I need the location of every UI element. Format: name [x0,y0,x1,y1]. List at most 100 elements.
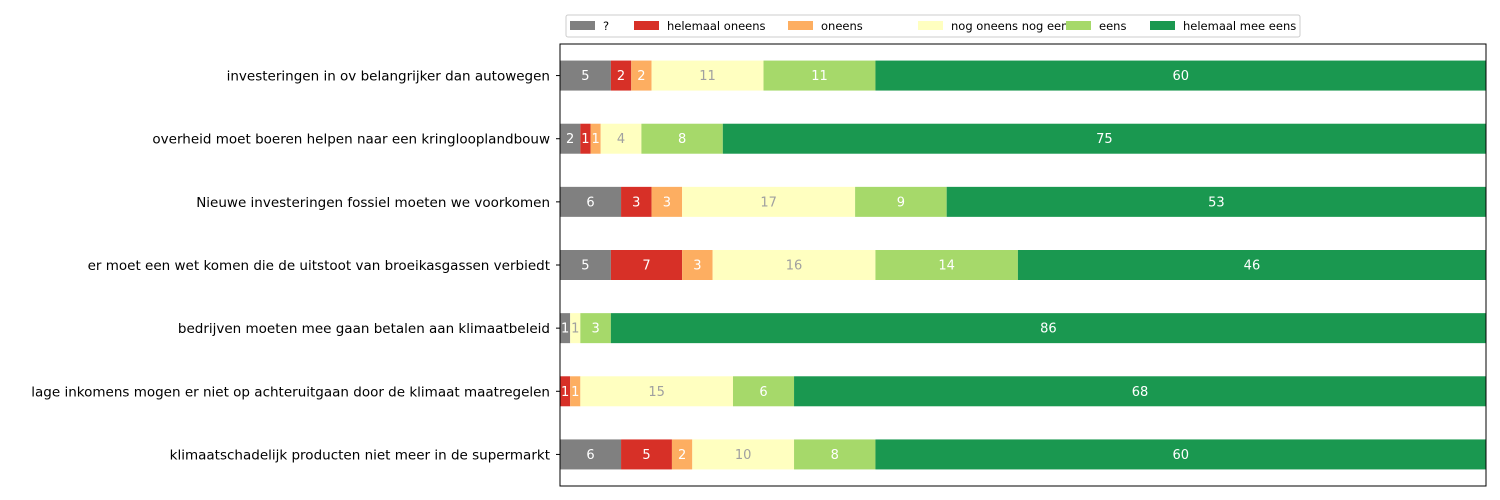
data-label: 8 [678,132,686,147]
bar-segment [570,376,581,407]
bar-segment [610,313,1486,344]
data-label: 9 [897,195,905,210]
bar-segment [671,439,693,470]
data-label: 1 [571,322,579,337]
bar-segment [610,60,632,91]
bar-segment [763,60,876,91]
bar-segment [560,313,571,344]
bar-segment [722,123,1486,154]
category-label: bedrijven moeten mee gaan betalen aan kl… [178,321,550,337]
legend-label: ? [603,19,609,33]
legend-label: eens [1099,19,1126,33]
bar-segment [855,186,947,217]
legend-label: nog oneens nog eens [951,19,1074,33]
bar-segment [560,439,622,470]
data-label: 3 [591,322,599,337]
category-label: er moet een wet komen die de uitstoot va… [88,258,550,274]
data-label: 4 [617,132,625,147]
data-label: 2 [678,448,686,463]
data-label: 17 [760,195,777,210]
data-label: 16 [786,259,803,274]
bar-segment [946,186,1486,217]
bar-segment [570,313,581,344]
bar-segment [794,439,876,470]
data-label: 6 [586,195,594,210]
legend-swatch [918,21,943,30]
bar-segment [682,250,713,280]
legend-swatch [634,21,659,30]
bar-segment [712,250,876,280]
data-label: 86 [1040,322,1057,337]
legend: ? helemaal oneens oneens nog oneens nog een… [565,14,1301,38]
bar-segment [621,186,652,217]
data-label: 3 [663,195,671,210]
data-label: 2 [637,69,645,84]
bar-segment [600,123,642,154]
legend-swatch [1066,21,1091,30]
data-label: 10 [735,448,752,463]
plot-frame [559,43,1487,487]
bar-segment [682,186,856,217]
data-label: 3 [632,195,640,210]
bar-segment [732,376,795,407]
bar-segment [651,60,764,91]
bar-segment [560,186,622,217]
data-label: 60 [1172,69,1189,84]
data-label: 6 [586,448,594,463]
category-label: overheid moet boeren helpen naar een kri… [152,132,550,148]
legend-label: helemaal mee eens [1183,19,1296,33]
data-label: 68 [1132,385,1149,400]
bar-segment [641,123,723,154]
data-label: 14 [938,259,955,274]
bar-segment [560,250,611,280]
data-label: 3 [693,259,701,274]
legend-swatch [788,21,813,30]
category-label: investeringen in ov belangrijker dan aut… [227,69,550,85]
data-label: 5 [581,69,589,84]
data-label: 11 [811,69,828,84]
category-labels: investeringen in ov belangrijker dan aut… [31,69,560,463]
bars: 5 2 2 11 11 602 1 1 4 8 756 3 3 17 9 535 7 3 16 14 461 1 3 861 1… [560,60,1486,470]
bar-segment [794,376,1486,407]
bar-segment [580,313,611,344]
bar-segment [692,439,795,470]
data-label: 60 [1172,448,1189,463]
data-label: 53 [1208,195,1225,210]
bar-segment [560,60,611,91]
category-label: lage inkomens mogen er niet op achteruit… [31,384,550,400]
data-label: 7 [642,259,650,274]
data-label: 1 [591,132,599,147]
category-label: Nieuwe investeringen fossiel moeten we v… [196,195,550,211]
data-label: 1 [561,322,569,337]
bar-segment [560,376,571,407]
legend-swatch [1150,21,1175,30]
category-label: klimaatschadelijk producten niet meer in… [170,447,550,463]
data-label: 75 [1096,132,1113,147]
data-label: 2 [617,69,625,84]
legend-label: helemaal oneens [667,19,766,33]
data-label: 2 [566,132,574,147]
data-label: 11 [699,69,716,84]
data-label: 8 [831,448,839,463]
data-label: 46 [1244,259,1261,274]
bar-segment [580,123,591,154]
bar-segment [1017,250,1486,280]
legend-swatch [570,21,595,30]
bar-segment [875,60,1486,91]
data-label: 5 [581,259,589,274]
bar-segment [590,123,601,154]
bar-segment [610,250,683,280]
data-label: 6 [759,385,767,400]
data-label: 15 [648,385,665,400]
bar-segment [875,439,1486,470]
legend-label: oneens [821,19,863,33]
bar-segment [651,186,683,217]
bar-segment [560,123,581,154]
data-label: 1 [581,132,589,147]
data-label: 5 [642,448,650,463]
data-label: 1 [561,385,569,400]
bar-segment [875,250,1018,280]
bar-segment [580,376,733,407]
data-label: 1 [571,385,579,400]
